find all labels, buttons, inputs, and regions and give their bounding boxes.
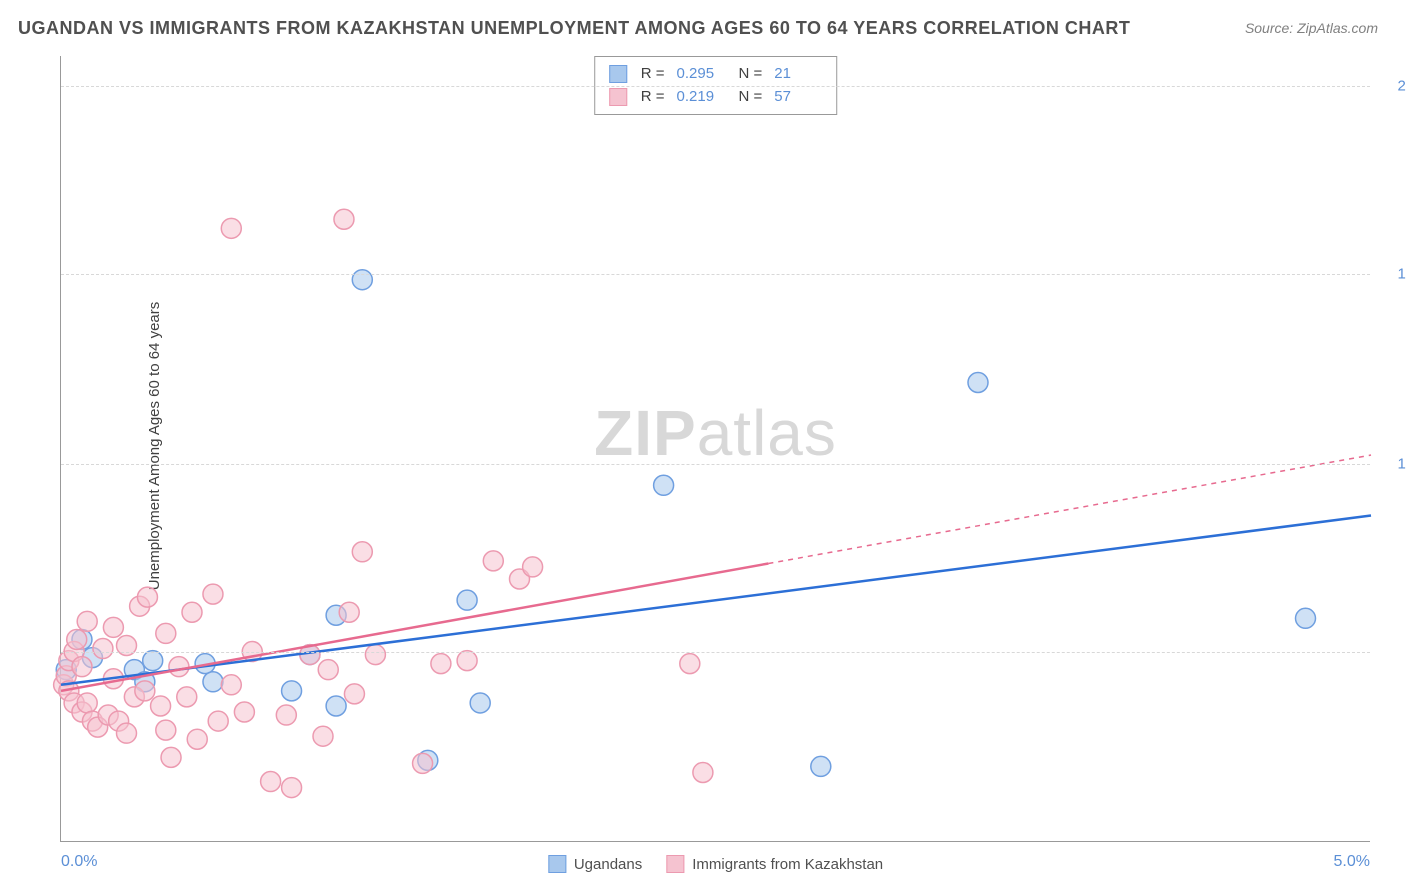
data-point bbox=[523, 557, 543, 577]
data-point bbox=[457, 590, 477, 610]
data-point bbox=[313, 726, 333, 746]
data-point bbox=[276, 705, 296, 725]
source-label: Source: ZipAtlas.com bbox=[1245, 20, 1378, 36]
chart-title: UGANDAN VS IMMIGRANTS FROM KAZAKHSTAN UN… bbox=[18, 18, 1130, 39]
data-point bbox=[156, 720, 176, 740]
data-point bbox=[177, 687, 197, 707]
data-point bbox=[103, 617, 123, 637]
data-point bbox=[161, 747, 181, 767]
legend-swatch bbox=[609, 65, 627, 83]
data-point bbox=[151, 696, 171, 716]
y-tick-label: 6.3% bbox=[1380, 643, 1406, 660]
data-point bbox=[169, 657, 189, 677]
plot-area: ZIPatlas R =0.295N =21R =0.219N =57 0.0%… bbox=[60, 56, 1370, 842]
data-point bbox=[187, 729, 207, 749]
gridline bbox=[61, 274, 1370, 275]
y-tick-label: 18.8% bbox=[1380, 265, 1406, 282]
data-point bbox=[203, 584, 223, 604]
legend-item: Immigrants from Kazakhstan bbox=[666, 855, 883, 873]
data-point bbox=[117, 723, 137, 743]
data-point bbox=[413, 753, 433, 773]
data-point bbox=[811, 756, 831, 776]
stats-legend-row: R = 0.219 N = 57 bbox=[609, 86, 823, 109]
stats-legend-row: R = 0.295 N = 21 bbox=[609, 63, 823, 86]
scatter-svg bbox=[61, 56, 1370, 841]
series-legend: Ugandans Immigrants from Kazakhstan bbox=[548, 855, 883, 873]
data-point bbox=[182, 602, 202, 622]
data-point bbox=[339, 602, 359, 622]
data-point bbox=[135, 681, 155, 701]
data-point bbox=[431, 654, 451, 674]
gridline bbox=[61, 652, 1370, 653]
x-tick-max: 5.0% bbox=[1334, 853, 1370, 871]
data-point bbox=[968, 372, 988, 392]
data-point bbox=[143, 651, 163, 671]
data-point bbox=[208, 711, 228, 731]
data-point bbox=[72, 657, 92, 677]
data-point bbox=[365, 645, 385, 665]
data-point bbox=[352, 542, 372, 562]
r-label: R = bbox=[641, 63, 665, 86]
chart-container: UGANDAN VS IMMIGRANTS FROM KAZAKHSTAN UN… bbox=[0, 0, 1406, 892]
x-tick-min: 0.0% bbox=[61, 853, 97, 871]
trend-line-extrapolated bbox=[768, 455, 1371, 563]
legend-swatch bbox=[666, 855, 684, 873]
data-point bbox=[654, 475, 674, 495]
trend-line bbox=[61, 516, 1371, 685]
data-point bbox=[457, 651, 477, 671]
legend-label: Immigrants from Kazakhstan bbox=[692, 856, 883, 873]
n-label: N = bbox=[739, 63, 763, 86]
data-point bbox=[282, 681, 302, 701]
data-point bbox=[221, 675, 241, 695]
data-point bbox=[318, 660, 338, 680]
data-point bbox=[470, 693, 490, 713]
n-label: N = bbox=[739, 86, 763, 109]
data-point bbox=[156, 623, 176, 643]
r-value: 0.295 bbox=[677, 63, 725, 86]
data-point bbox=[680, 654, 700, 674]
data-point bbox=[137, 587, 157, 607]
data-point bbox=[282, 778, 302, 798]
data-point bbox=[77, 611, 97, 631]
data-point bbox=[234, 702, 254, 722]
data-point bbox=[693, 762, 713, 782]
data-point bbox=[67, 629, 87, 649]
gridline bbox=[61, 464, 1370, 465]
n-value: 21 bbox=[774, 63, 822, 86]
legend-label: Ugandans bbox=[574, 856, 642, 873]
data-point bbox=[483, 551, 503, 571]
data-point bbox=[326, 696, 346, 716]
data-point bbox=[1296, 608, 1316, 628]
data-point bbox=[334, 209, 354, 229]
data-point bbox=[77, 693, 97, 713]
legend-item: Ugandans bbox=[548, 855, 642, 873]
y-tick-label: 12.5% bbox=[1380, 456, 1406, 473]
legend-swatch bbox=[609, 88, 627, 106]
n-value: 57 bbox=[774, 86, 822, 109]
data-point bbox=[203, 672, 223, 692]
data-point bbox=[93, 639, 113, 659]
data-point bbox=[344, 684, 364, 704]
r-label: R = bbox=[641, 86, 665, 109]
data-point bbox=[261, 772, 281, 792]
r-value: 0.219 bbox=[677, 86, 725, 109]
gridline bbox=[61, 86, 1370, 87]
data-point bbox=[221, 218, 241, 238]
legend-swatch bbox=[548, 855, 566, 873]
y-tick-label: 25.0% bbox=[1380, 78, 1406, 95]
